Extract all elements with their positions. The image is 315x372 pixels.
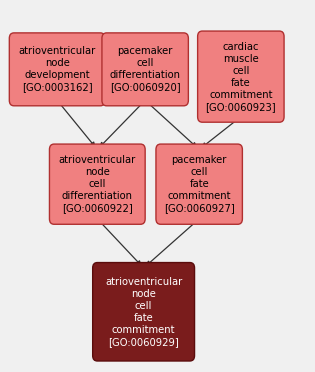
Text: atrioventricular
node
cell
fate
commitment
[GO:0060929]: atrioventricular node cell fate commitme… [105,277,182,347]
FancyBboxPatch shape [9,33,105,106]
FancyBboxPatch shape [156,144,243,224]
FancyBboxPatch shape [93,263,195,361]
FancyBboxPatch shape [102,33,188,106]
Text: atrioventricular
node
development
[GO:0003162]: atrioventricular node development [GO:00… [19,46,96,92]
FancyBboxPatch shape [198,31,284,122]
FancyBboxPatch shape [49,144,145,224]
Text: cardiac
muscle
cell
fate
commitment
[GO:0060923]: cardiac muscle cell fate commitment [GO:… [205,42,276,112]
Text: pacemaker
cell
differentiation
[GO:0060920]: pacemaker cell differentiation [GO:00609… [110,46,180,92]
Text: pacemaker
cell
fate
commitment
[GO:0060927]: pacemaker cell fate commitment [GO:00609… [164,155,235,213]
Text: atrioventricular
node
cell
differentiation
[GO:0060922]: atrioventricular node cell differentiati… [59,155,136,213]
